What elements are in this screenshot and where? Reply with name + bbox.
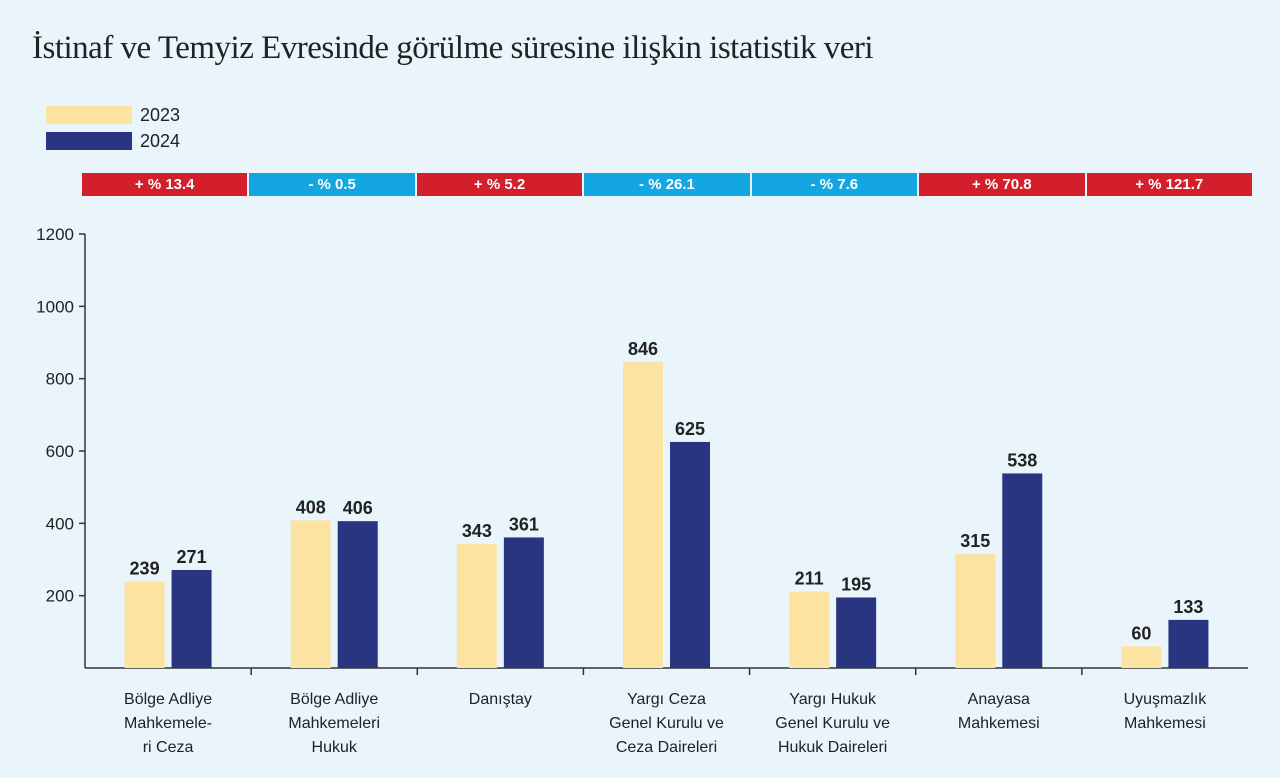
- bar-2024: [1002, 473, 1043, 668]
- data-label-2023: 60: [1131, 623, 1151, 643]
- legend-item-2023: 2023: [46, 105, 180, 125]
- data-label-2023: 211: [795, 569, 824, 589]
- change-cell-1: + % 13.4: [82, 173, 250, 196]
- data-label-2023: 846: [628, 339, 658, 359]
- change-cell-3: + % 5.2: [416, 173, 585, 196]
- bar-2024: [337, 521, 378, 668]
- y-tick-label: 400: [46, 514, 74, 533]
- x-tick-label: Bölge Adliye Mahkemeleri Hukuk: [288, 691, 380, 756]
- bar-2024: [171, 569, 212, 668]
- x-tick-label: Yargı Hukuk Genel Kurulu ve Hukuk Dairel…: [775, 691, 890, 756]
- change-cell-2: - % 0.5: [249, 173, 417, 196]
- y-tick-label: 1200: [36, 225, 74, 244]
- change-cell-4: - % 26.1: [584, 173, 752, 196]
- data-label-2024: 406: [343, 498, 373, 518]
- data-label-2024: 625: [675, 419, 705, 439]
- data-label-2024: 195: [841, 574, 871, 594]
- legend-label-2024: 2024: [140, 130, 181, 151]
- change-cell-5: - % 7.6: [751, 173, 920, 196]
- legend-swatch-2024: [46, 132, 132, 150]
- x-tick-label: Yargı Ceza Genel Kurulu ve Ceza Daireler…: [609, 691, 724, 756]
- data-label-2023: 408: [296, 497, 326, 517]
- change-cell-7: + % 121.7: [1086, 173, 1252, 196]
- change-bar: + % 13.4 - % 0.5 + % 5.2 - % 26.1 - % 7.…: [82, 173, 1252, 196]
- change-cell-6: + % 70.8: [919, 173, 1087, 196]
- bar-2024: [670, 441, 710, 668]
- data-label-2023: 239: [130, 559, 160, 579]
- legend-label-2023: 2023: [140, 104, 181, 125]
- data-label-2024: 133: [1173, 597, 1203, 617]
- y-tick-label: 200: [46, 587, 74, 606]
- chart-title: İstinaf ve Temyiz Evresinde görülme süre…: [32, 30, 874, 66]
- bar-2024: [503, 537, 544, 668]
- bar-2023: [1121, 646, 1162, 668]
- x-tick-label: Bölge Adliye Mahkemele- ri Ceza: [124, 691, 213, 756]
- bar-2023: [456, 543, 497, 668]
- bar-2023: [623, 362, 663, 668]
- bar-2023: [290, 520, 331, 668]
- bar-2023: [955, 554, 996, 668]
- data-label-2024: 271: [177, 547, 207, 567]
- y-tick-label: 600: [46, 442, 74, 461]
- legend-item-2024: 2024: [46, 131, 180, 151]
- x-tick-label: Anayasa Mahkemesi: [957, 691, 1040, 732]
- bar-2023: [789, 591, 830, 668]
- data-label-2024: 538: [1007, 450, 1037, 470]
- bar-2024: [1168, 619, 1209, 668]
- data-label-2023: 343: [462, 521, 492, 541]
- legend-swatch-2023: [46, 106, 132, 124]
- bar-2024: [836, 597, 877, 668]
- data-label-2023: 315: [960, 531, 990, 551]
- y-tick-label: 800: [46, 370, 74, 389]
- data-label-2024: 361: [509, 514, 539, 534]
- y-tick-label: 1000: [36, 297, 74, 316]
- bar-2023: [124, 581, 165, 668]
- x-tick-label: Danıştay: [468, 691, 532, 708]
- x-tick-label: Uyuşmazlık Mahkemesi: [1123, 691, 1207, 732]
